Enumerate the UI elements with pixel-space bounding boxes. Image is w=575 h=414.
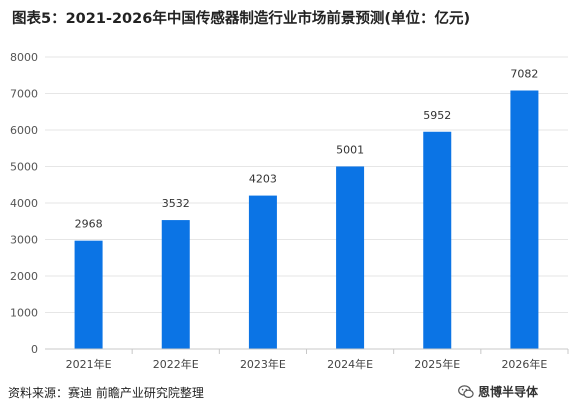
brand-label: 恩博半导体 — [478, 385, 539, 399]
brand-badge[interactable]: 恩博半导体 — [458, 383, 538, 400]
chart-title: 图表5：2021-2026年中国传感器制造行业市场前景预测(单位：亿元) — [12, 11, 471, 27]
x-tick-label: 2023年E — [240, 357, 286, 371]
y-tick-label: 8000 — [10, 51, 38, 64]
data-label: 7082 — [510, 68, 538, 81]
y-tick-label: 3000 — [10, 234, 38, 247]
x-tick-label: 2021年E — [66, 357, 112, 371]
y-tick-label: 1000 — [10, 307, 38, 320]
y-tick-label: 7000 — [10, 88, 38, 101]
bar — [74, 240, 103, 349]
bar — [423, 131, 452, 349]
bar — [336, 166, 365, 349]
y-tick-label: 5000 — [10, 161, 38, 174]
x-tick-label: 2026年E — [501, 357, 547, 371]
data-label: 5001 — [336, 143, 364, 156]
bars — [74, 90, 539, 349]
x-tick-label: 2024年E — [327, 357, 373, 371]
y-tick-label: 6000 — [10, 124, 38, 137]
data-label: 5952 — [423, 109, 451, 122]
y-axis: 0 1000 2000 3000 4000 5000 6000 7000 8000 — [10, 51, 38, 356]
x-tick-label: 2022年E — [153, 357, 199, 371]
gridlines — [45, 56, 568, 313]
x-axis: 2021年E 2022年E 2023年E 2024年E 2025年E 2026年E — [45, 348, 569, 371]
data-label: 4203 — [249, 173, 277, 186]
x-tick-label: 2025年E — [414, 357, 460, 371]
y-tick-label: 0 — [31, 343, 38, 356]
data-label: 2968 — [75, 218, 103, 231]
bar — [161, 220, 190, 349]
y-tick-label: 2000 — [10, 270, 38, 283]
wechat-icon — [458, 384, 474, 398]
y-tick-label: 4000 — [10, 197, 38, 210]
bar — [248, 195, 277, 349]
data-labels: 2968 3532 4203 5001 5952 7082 — [75, 68, 539, 231]
data-label: 3532 — [162, 197, 190, 210]
bar — [510, 90, 539, 349]
source-note: 资料来源：赛迪 前瞻产业研究院整理 — [8, 386, 204, 400]
